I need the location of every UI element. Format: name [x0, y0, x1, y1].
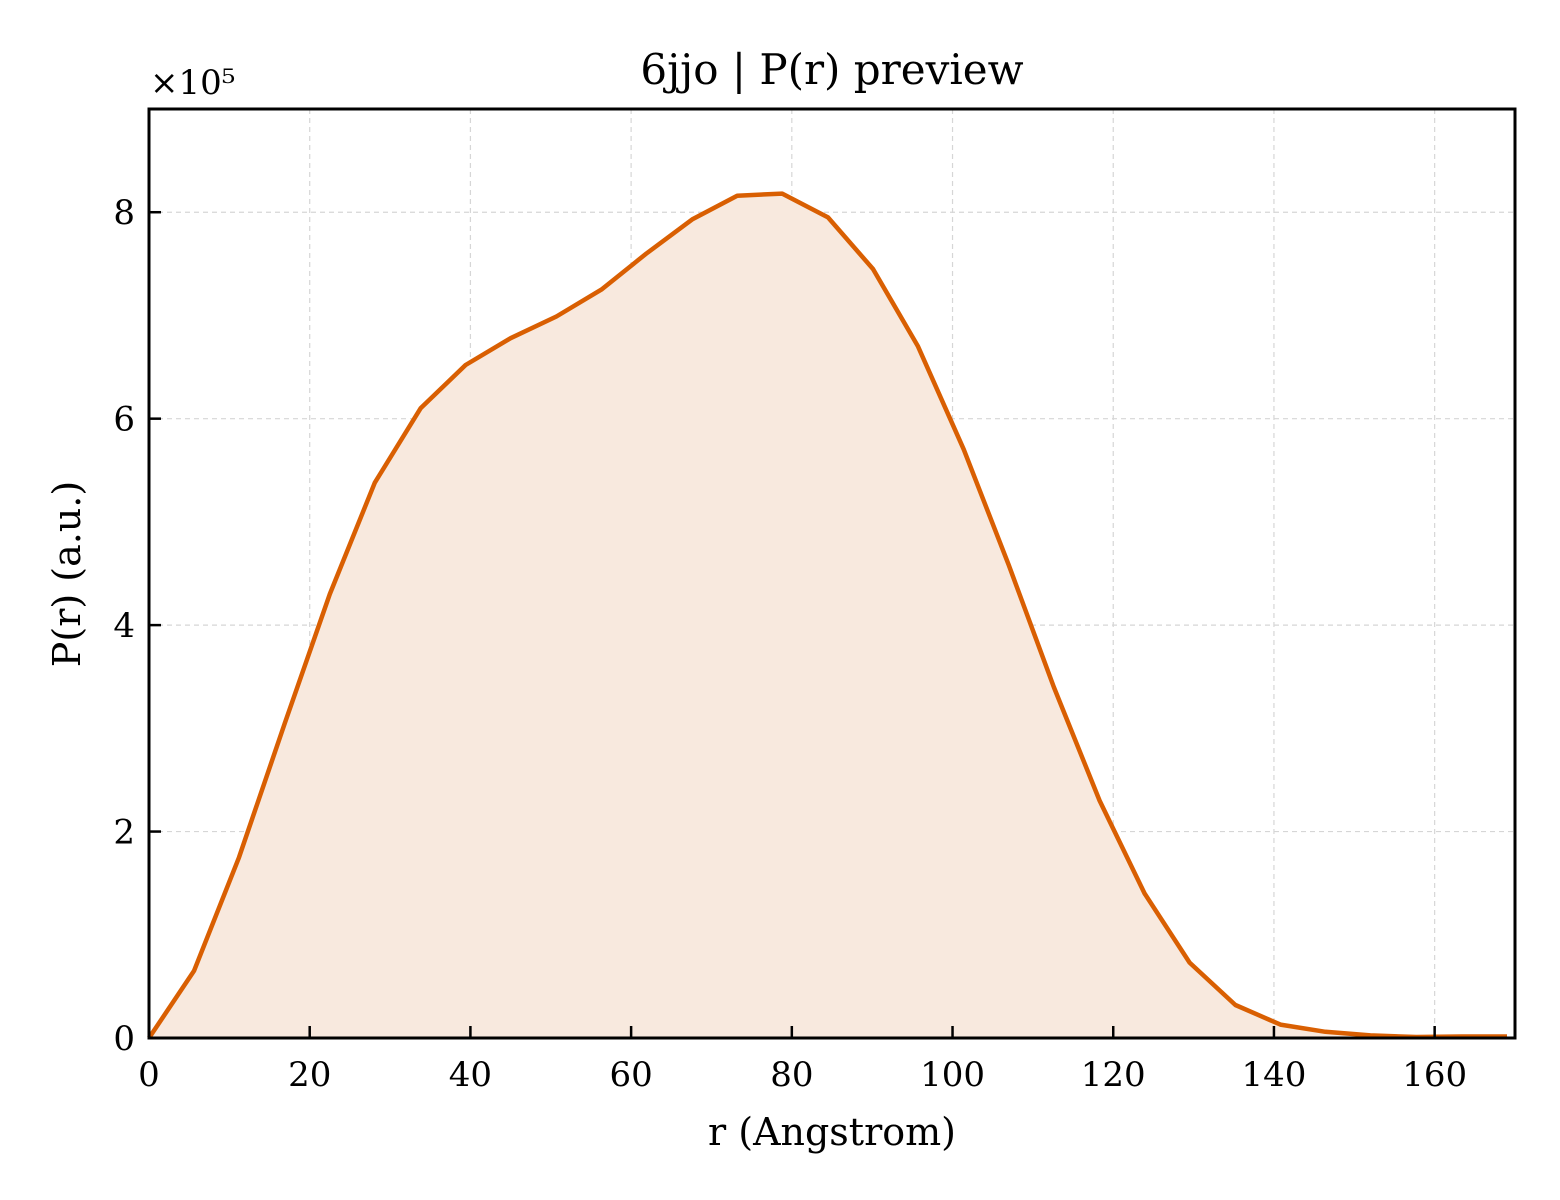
- chart-title: 6jjo | P(r) preview: [640, 45, 1023, 94]
- y-tick-label: 6: [113, 400, 135, 440]
- y-tick-label: 0: [113, 1019, 135, 1059]
- y-tick-label: 4: [113, 606, 135, 646]
- y-multiplier-label: ×10⁵: [150, 63, 235, 103]
- plot-frame: [147, 107, 1517, 1040]
- y-tick-label: 8: [113, 193, 135, 233]
- x-tick-label: 140: [1241, 1055, 1306, 1095]
- x-tick-label: 120: [1081, 1055, 1146, 1095]
- x-tick-label: 60: [609, 1055, 652, 1095]
- y-axis-label: P(r) (a.u.): [45, 481, 89, 667]
- y-ticks: 0 2 4 6 8: [113, 193, 161, 1059]
- y-tick-label: 2: [113, 813, 135, 853]
- x-tick-label: 100: [920, 1055, 985, 1095]
- pr-series-line: [147, 191, 1507, 1040]
- x-axis-label: r (Angstrom): [708, 1110, 956, 1154]
- x-tick-label: 20: [288, 1055, 331, 1095]
- pr-area-fill: [149, 193, 1507, 1039]
- x-tick-label: 160: [1402, 1055, 1467, 1095]
- x-tick-label: 80: [770, 1055, 813, 1095]
- x-tick-label: 0: [138, 1055, 160, 1095]
- x-tick-label: 40: [449, 1055, 492, 1095]
- x-ticks: 0 20 40 60 80 100 120 140 160: [138, 1026, 1467, 1095]
